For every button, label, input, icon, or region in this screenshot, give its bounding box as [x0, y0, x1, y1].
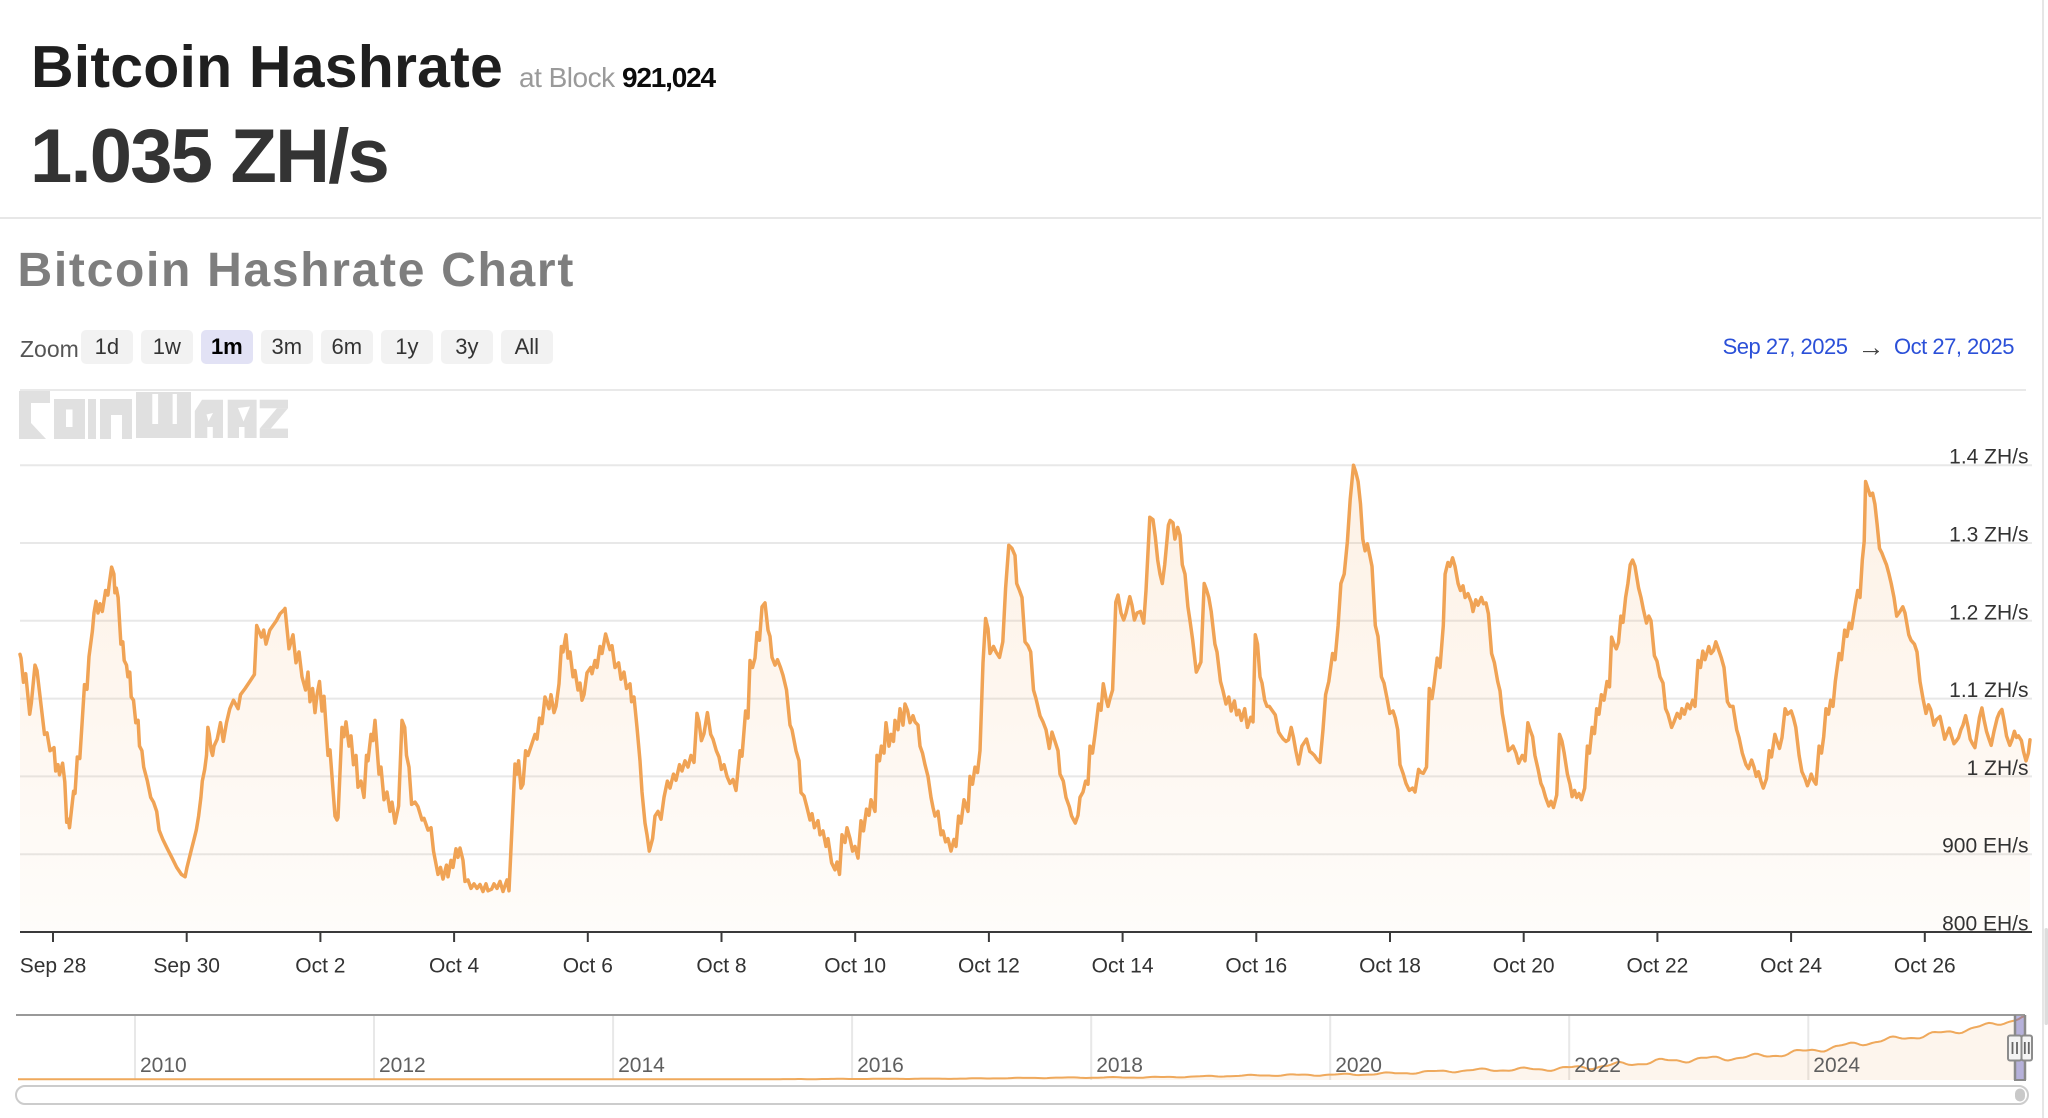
svg-text:Oct 6: Oct 6	[563, 955, 613, 978]
svg-text:Oct 20: Oct 20	[1493, 955, 1555, 978]
svg-text:2014: 2014	[618, 1054, 665, 1077]
svg-text:2024: 2024	[1813, 1054, 1860, 1077]
svg-text:2010: 2010	[140, 1054, 187, 1077]
svg-text:2018: 2018	[1096, 1054, 1143, 1077]
svg-text:Sep 30: Sep 30	[153, 955, 220, 978]
svg-text:Oct 4: Oct 4	[429, 955, 480, 978]
svg-text:Oct 12: Oct 12	[958, 955, 1020, 978]
svg-text:Oct 26: Oct 26	[1894, 955, 1956, 978]
svg-text:2016: 2016	[857, 1054, 904, 1077]
svg-text:Oct 10: Oct 10	[824, 955, 886, 978]
svg-text:1 ZH/s: 1 ZH/s	[1967, 757, 2029, 780]
svg-text:900 EH/s: 900 EH/s	[1942, 835, 2028, 858]
svg-text:Oct 8: Oct 8	[696, 955, 746, 978]
svg-text:800 EH/s: 800 EH/s	[1942, 913, 2028, 936]
svg-text:2012: 2012	[379, 1054, 426, 1077]
svg-text:2020: 2020	[1335, 1054, 1382, 1077]
svg-text:Oct 18: Oct 18	[1359, 955, 1421, 978]
svg-text:1.1 ZH/s: 1.1 ZH/s	[1949, 679, 2028, 702]
svg-text:Oct 2: Oct 2	[295, 955, 345, 978]
svg-text:Oct 16: Oct 16	[1225, 955, 1287, 978]
svg-text:Sep 28: Sep 28	[20, 955, 87, 978]
svg-text:1.2 ZH/s: 1.2 ZH/s	[1949, 601, 2028, 624]
svg-text:2022: 2022	[1574, 1054, 1621, 1077]
svg-text:1.3 ZH/s: 1.3 ZH/s	[1949, 524, 2028, 547]
svg-text:Oct 14: Oct 14	[1092, 955, 1154, 978]
svg-text:Oct 24: Oct 24	[1760, 955, 1822, 978]
svg-text:1.4 ZH/s: 1.4 ZH/s	[1949, 446, 2028, 469]
svg-text:Oct 22: Oct 22	[1626, 955, 1688, 978]
